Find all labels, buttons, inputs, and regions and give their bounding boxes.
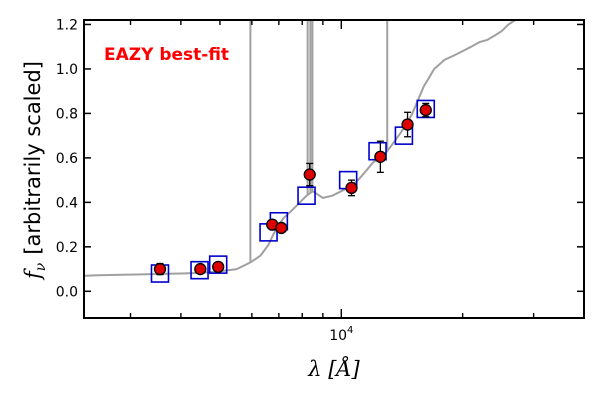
model-box-2 (208, 255, 228, 274)
y-axis-label-text: [arbitrarily scaled] (21, 61, 45, 255)
y-axis-label-subscript: ν (33, 262, 49, 271)
observed-point-1 (194, 262, 207, 276)
observed-point-4 (275, 221, 288, 235)
observed-point-8 (401, 118, 414, 131)
y-axis-label-symbol: f (21, 268, 45, 281)
y-tick-label-1: 0.2 (56, 240, 78, 256)
plot-frame (83, 19, 585, 319)
y-tick-label-6: 1.2 (56, 17, 78, 33)
model-boxes-group (150, 99, 436, 283)
observed-point-5 (303, 168, 316, 181)
observed-point-6 (345, 181, 358, 195)
y-axis-label: fν [arbitrarily scaled] (21, 61, 49, 281)
axis-ticks-group: 0.0 0.2 0.4 0.6 0.8 1.0 1.2 104 (56, 17, 585, 344)
model-box-9 (416, 99, 436, 119)
model-box-1 (190, 260, 209, 280)
observed-point-7 (374, 150, 387, 163)
annotation-eazy-best-fit: EAZY best-fit (104, 45, 229, 65)
observed-points-group (153, 102, 432, 276)
model-box-5 (297, 186, 316, 205)
y-tick-label-3: 0.6 (56, 151, 78, 167)
observed-point-0 (153, 262, 167, 276)
y-tick-label-0: 0.0 (56, 284, 78, 300)
observed-point-9 (419, 103, 432, 117)
x-axis-label: λ [Å] (307, 356, 360, 381)
observed-point-2 (212, 260, 225, 274)
y-tick-label-5: 1.0 (56, 62, 78, 78)
y-tick-label-4: 0.8 (56, 106, 78, 122)
x-tick-label-0: 104 (329, 325, 353, 344)
y-tick-label-2: 0.4 (56, 195, 78, 211)
